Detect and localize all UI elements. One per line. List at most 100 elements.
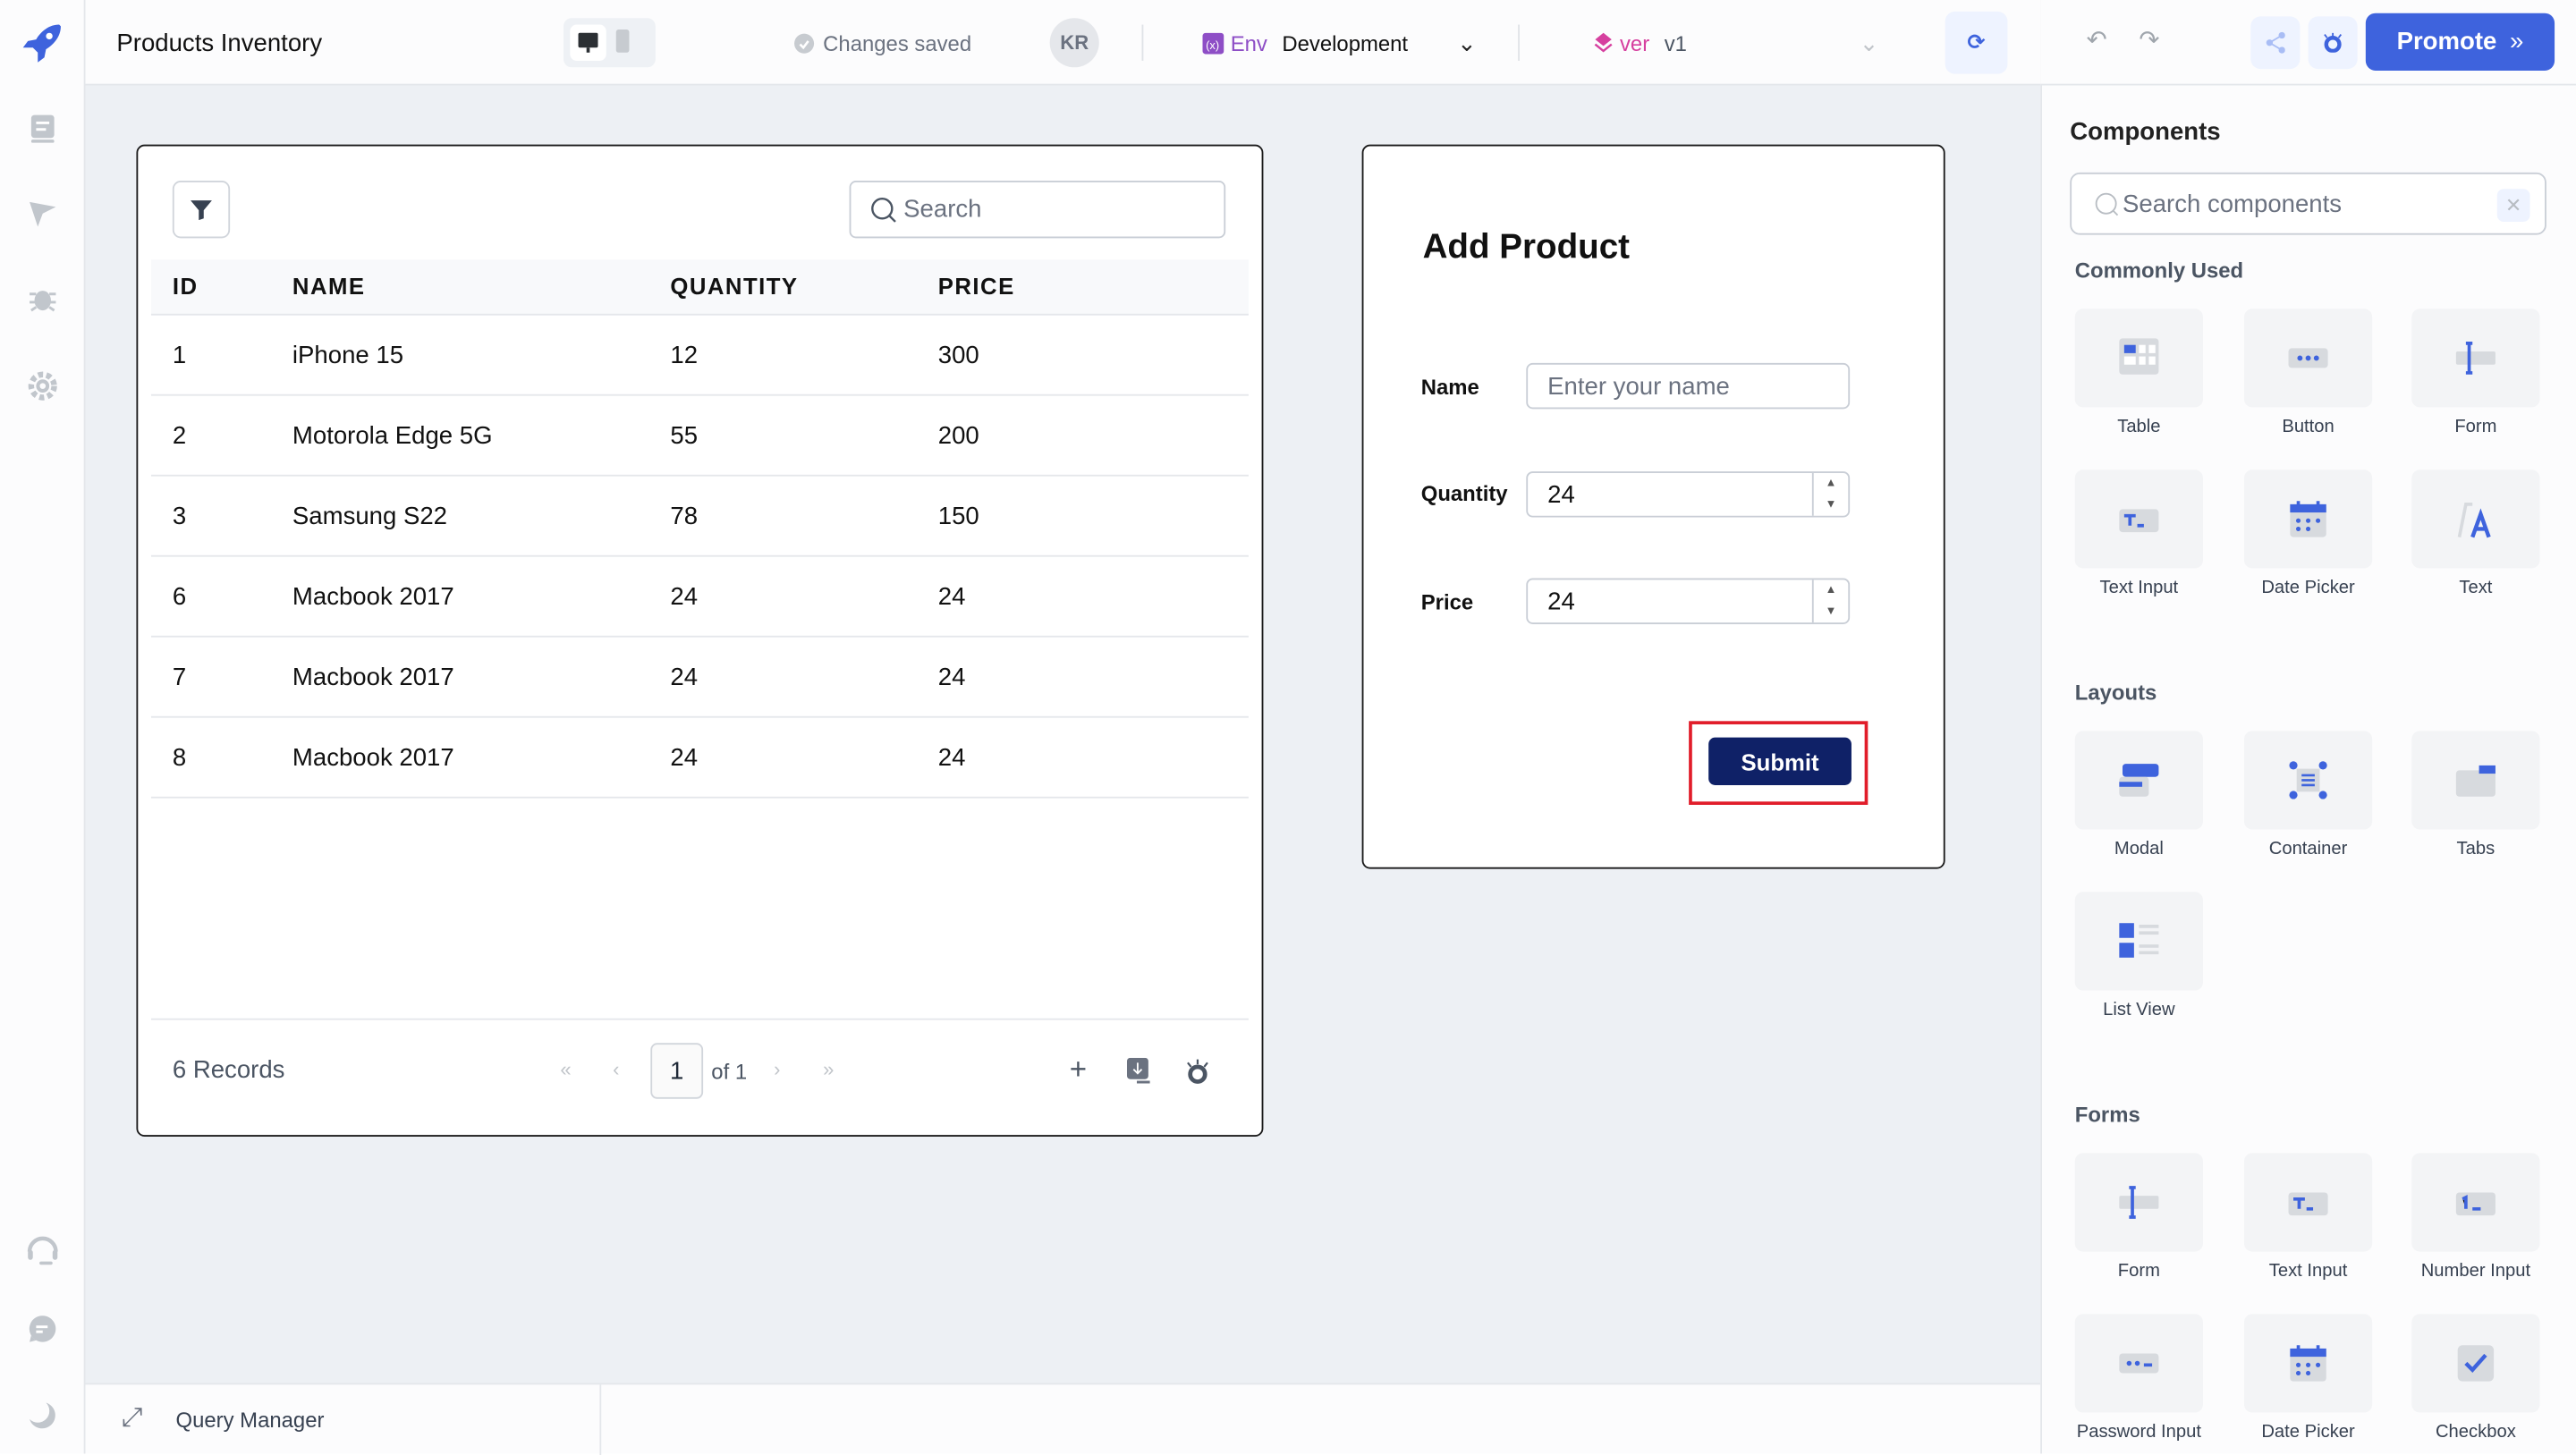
table-cell: 1: [172, 342, 187, 370]
search-icon: [871, 197, 896, 222]
support-icon[interactable]: [23, 1231, 63, 1270]
name-input[interactable]: Enter your name: [1526, 362, 1851, 410]
column-visibility-icon[interactable]: [1184, 1058, 1210, 1093]
column-header-quantity[interactable]: QUANTITY: [670, 272, 799, 300]
top-bar: Products Inventory Changes saved KR (x) …: [85, 0, 2041, 86]
component-text[interactable]: [2411, 469, 2540, 569]
component-modal[interactable]: [2074, 731, 2204, 830]
submit-button[interactable]: Submit: [1708, 737, 1852, 785]
debugger-icon[interactable]: [23, 279, 63, 318]
increment-icon[interactable]: ▲: [1825, 478, 1837, 490]
component-textinput[interactable]: [2074, 469, 2204, 569]
table-cell: 200: [937, 422, 979, 451]
table-cell: 55: [670, 422, 699, 451]
section-title: Forms: [2074, 1102, 2140, 1127]
column-header-id[interactable]: ID: [172, 272, 199, 300]
table-cell: 6: [172, 583, 187, 612]
filter-button[interactable]: [172, 181, 231, 239]
table-header: [150, 259, 1249, 316]
component-label: Password Input: [2076, 1422, 2202, 1442]
table-cell: 78: [670, 503, 699, 531]
undo-icon[interactable]: ↶: [2086, 26, 2107, 55]
component-textinput[interactable]: [2243, 1153, 2373, 1252]
table-row[interactable]: 8 Macbook 2017 24 24: [150, 718, 1249, 799]
component-label: Container: [2268, 839, 2348, 859]
increment-icon[interactable]: ▲: [1825, 584, 1837, 596]
price-stepper[interactable]: 24 ▲ ▼: [1526, 578, 1851, 624]
component-label: List View: [2103, 1000, 2175, 1020]
device-toggle: [563, 18, 656, 68]
preview-button[interactable]: [2308, 16, 2358, 70]
inspector-icon[interactable]: [23, 194, 63, 233]
stepper-arrows[interactable]: ▲ ▼: [1811, 472, 1848, 516]
add-row-icon[interactable]: +: [1069, 1053, 1088, 1087]
decrement-icon[interactable]: ▼: [1825, 499, 1837, 512]
table-row[interactable]: 3 Samsung S22 78 150: [150, 477, 1249, 557]
promote-button[interactable]: Promote »: [2365, 13, 2555, 71]
table-cell: Macbook 2017: [292, 664, 454, 692]
app-title[interactable]: Products Inventory: [116, 29, 323, 57]
component-container[interactable]: [2243, 731, 2373, 830]
clear-search-button[interactable]: ✕: [2496, 189, 2530, 222]
component-checkbox[interactable]: [2411, 1314, 2540, 1413]
desktop-view-button[interactable]: [570, 24, 606, 61]
next-page-button[interactable]: ›: [774, 1057, 781, 1081]
expand-icon[interactable]: ⤢: [121, 1404, 143, 1433]
mobile-view-button[interactable]: [615, 30, 630, 53]
pages-icon[interactable]: [23, 108, 63, 148]
component-label: Form: [2117, 1261, 2160, 1282]
component-label: Text Input: [2268, 1261, 2348, 1282]
table-row[interactable]: 1 iPhone 15 12 300: [150, 316, 1249, 396]
component-listview[interactable]: [2074, 892, 2204, 991]
column-header-name[interactable]: NAME: [292, 272, 366, 300]
table-icon: [2119, 338, 2159, 375]
page-number-input[interactable]: 1: [650, 1043, 704, 1099]
settings-icon[interactable]: [23, 367, 63, 406]
right-toolbar: ↶ ↷ Promote »: [2040, 0, 2576, 86]
dark-mode-icon[interactable]: [23, 1396, 63, 1435]
rocket-logo-icon[interactable]: [20, 20, 65, 65]
divider: [1518, 24, 1520, 61]
component-password[interactable]: [2074, 1314, 2204, 1413]
env-selector[interactable]: (x) Env Development ⌄: [1202, 0, 1477, 86]
avatar[interactable]: KR: [1049, 18, 1099, 68]
column-header-price[interactable]: PRICE: [937, 272, 1015, 300]
left-sidebar: [0, 0, 86, 1454]
component-datepicker[interactable]: [2243, 469, 2373, 569]
table-row[interactable]: 6 Macbook 2017 24 24: [150, 557, 1249, 638]
component-label: Date Picker: [2261, 578, 2355, 598]
promote-label: Promote: [2396, 28, 2497, 56]
decrement-icon[interactable]: ▼: [1825, 605, 1837, 618]
quantity-stepper[interactable]: 24 ▲ ▼: [1526, 471, 1851, 518]
component-button[interactable]: [2243, 309, 2373, 408]
table-search-input[interactable]: Search: [849, 181, 1226, 239]
component-datepicker[interactable]: [2243, 1314, 2373, 1413]
sync-button[interactable]: ⟳: [1945, 11, 2008, 74]
query-manager-label[interactable]: Query Manager: [175, 1408, 325, 1433]
divider: [599, 1384, 602, 1455]
component-table[interactable]: [2074, 309, 2204, 408]
component-form[interactable]: [2411, 309, 2540, 408]
last-page-button[interactable]: »: [823, 1057, 835, 1081]
version-selector[interactable]: ver v1 ⌄: [1592, 0, 1878, 86]
components-title: Components: [2070, 118, 2221, 147]
env-value: Development: [1282, 30, 1409, 55]
component-tabs[interactable]: [2411, 731, 2540, 830]
divider: [1141, 24, 1144, 61]
previous-page-button[interactable]: ‹: [613, 1057, 620, 1081]
password-icon: [2119, 1353, 2159, 1374]
first-page-button[interactable]: «: [560, 1057, 572, 1081]
component-numberinput[interactable]: [2411, 1153, 2540, 1252]
stepper-arrows[interactable]: ▲ ▼: [1811, 579, 1848, 623]
redo-icon[interactable]: ↷: [2139, 26, 2160, 55]
chat-icon[interactable]: [23, 1309, 63, 1349]
table-row[interactable]: 7 Macbook 2017 24 24: [150, 638, 1249, 718]
table-cell: 2: [172, 422, 187, 451]
filter-icon: [191, 200, 212, 221]
share-button[interactable]: [2250, 16, 2301, 70]
components-search-input[interactable]: Search components ✕: [2070, 172, 2546, 235]
download-icon[interactable]: [1126, 1057, 1150, 1093]
table-row[interactable]: 2 Motorola Edge 5G 55 200: [150, 396, 1249, 477]
component-form[interactable]: [2074, 1153, 2204, 1252]
price-label: Price: [1420, 589, 1474, 614]
